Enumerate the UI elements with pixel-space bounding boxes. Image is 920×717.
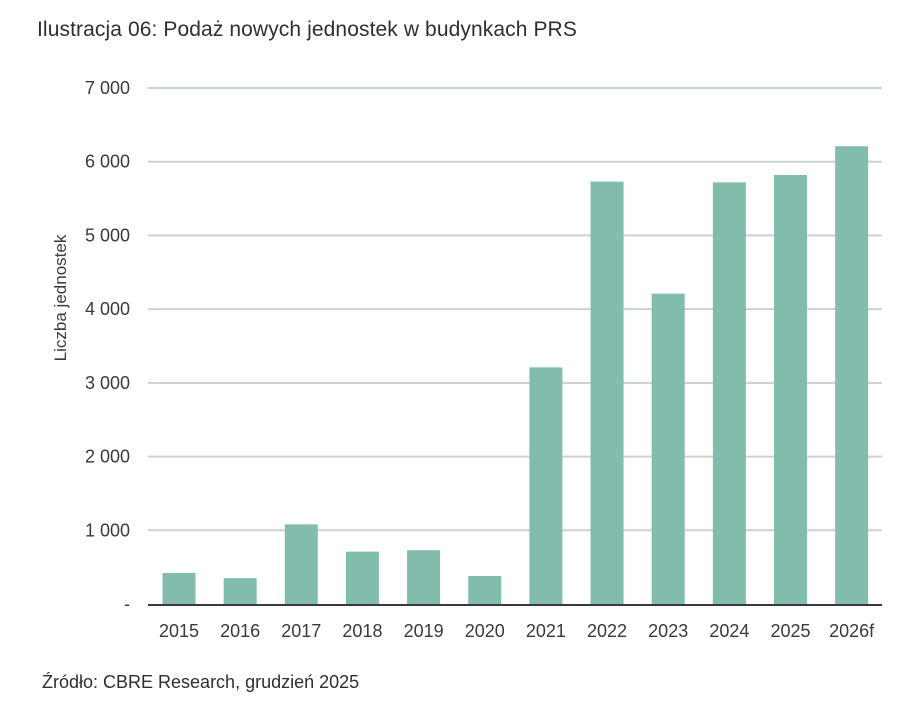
bar-2023 bbox=[651, 293, 685, 604]
bar-2017 bbox=[284, 524, 318, 604]
source-note: Źródło: CBRE Research, grudzień 2025 bbox=[42, 672, 360, 692]
y-tick-label: 2 000 bbox=[85, 447, 130, 467]
x-tick-label: 2017 bbox=[281, 621, 321, 641]
bars bbox=[162, 146, 869, 605]
x-tick-label: 2016 bbox=[220, 621, 260, 641]
bar-2026f bbox=[835, 146, 869, 604]
x-tick-label: 2015 bbox=[159, 621, 199, 641]
y-tick-label: 5 000 bbox=[85, 225, 130, 245]
bar-2021 bbox=[529, 367, 563, 604]
y-tick-label: - bbox=[124, 594, 130, 614]
x-tick-label: 2021 bbox=[526, 621, 566, 641]
y-tick-label: 6 000 bbox=[85, 152, 130, 172]
x-tick-label: 2024 bbox=[709, 621, 749, 641]
x-tick-label: 2020 bbox=[465, 621, 505, 641]
x-tick-label: 2019 bbox=[404, 621, 444, 641]
y-tick-label: 1 000 bbox=[85, 520, 130, 540]
y-axis-title: Liczba jednostek bbox=[51, 234, 70, 361]
chart-title: Ilustracja 06: Podaż nowych jednostek w … bbox=[37, 18, 577, 41]
x-tick-label: 2018 bbox=[342, 621, 382, 641]
x-tick-label: 2023 bbox=[648, 621, 688, 641]
bar-2019 bbox=[407, 550, 441, 604]
bar-2024 bbox=[712, 182, 746, 604]
y-tick-label: 4 000 bbox=[85, 299, 130, 319]
bar-2018 bbox=[345, 551, 379, 604]
bar-2020 bbox=[468, 575, 502, 604]
bar-2015 bbox=[162, 573, 196, 604]
y-tick-label: 7 000 bbox=[85, 78, 130, 98]
bar-2025 bbox=[774, 174, 807, 605]
y-tick-label: 3 000 bbox=[85, 373, 130, 393]
x-tick-label: 2026f bbox=[829, 621, 875, 641]
gridlines bbox=[148, 87, 882, 532]
y-axis-ticks: - 1 000 2 000 3 000 4 000 5 000 6 000 7 000 bbox=[85, 78, 130, 614]
bar-2022 bbox=[590, 181, 624, 605]
x-tick-label: 2025 bbox=[770, 621, 810, 641]
x-tick-label: 2022 bbox=[587, 621, 627, 641]
bar-2016 bbox=[223, 578, 257, 604]
x-axis-ticks: 2015 2016 2017 2018 2019 2020 2021 2022 2023 2024… bbox=[159, 621, 875, 641]
